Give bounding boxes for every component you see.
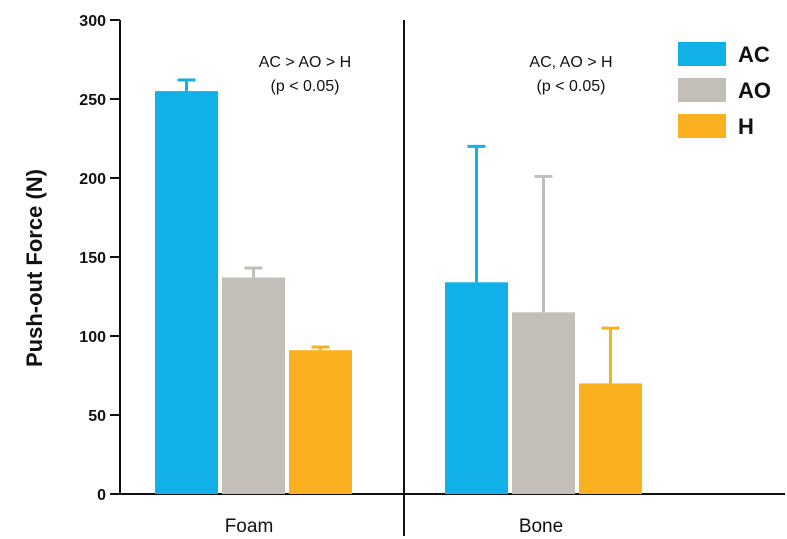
legend-swatch-h bbox=[678, 114, 726, 138]
bar-ac-bone bbox=[445, 282, 508, 494]
annotation-line: (p < 0.05) bbox=[271, 78, 340, 95]
annotation-line: AC > AO > H bbox=[259, 54, 351, 71]
legend: AC AO H bbox=[678, 42, 771, 139]
y-tick-label: 100 bbox=[79, 329, 106, 346]
y-tick-label: 300 bbox=[79, 13, 106, 30]
annotation-line: AC, AO > H bbox=[529, 54, 612, 71]
legend-label-ac: AC bbox=[738, 42, 770, 67]
y-tick-label: 200 bbox=[79, 171, 106, 188]
bar-ao-foam bbox=[222, 277, 285, 494]
bar-h-foam bbox=[289, 350, 352, 494]
category-label-foam: Foam bbox=[225, 516, 274, 537]
legend-swatch-ao bbox=[678, 78, 726, 102]
annotation-line: (p < 0.05) bbox=[537, 78, 606, 95]
y-tick-label: 150 bbox=[79, 250, 106, 267]
category-label-bone: Bone bbox=[519, 516, 563, 537]
y-ticks: 0 50 100 150 200 250 300 bbox=[79, 13, 120, 504]
bar-h-bone bbox=[579, 383, 642, 494]
annotations: AC > AO > H (p < 0.05) AC, AO > H (p < 0.05… bbox=[259, 54, 613, 95]
error-bars bbox=[177, 78, 620, 384]
y-tick-label: 50 bbox=[88, 408, 106, 425]
bars bbox=[155, 91, 642, 494]
legend-label-h: H bbox=[738, 114, 754, 139]
y-tick-label: 250 bbox=[79, 92, 106, 109]
legend-label-ao: AO bbox=[738, 78, 771, 103]
bar-ao-bone bbox=[512, 312, 575, 494]
category-labels: Foam Bone bbox=[225, 516, 563, 537]
legend-swatch-ac bbox=[678, 42, 726, 66]
y-axis-label: Push-out Force (N) bbox=[22, 169, 47, 367]
y-tick-label: 0 bbox=[97, 487, 106, 504]
bar-ac-foam bbox=[155, 91, 218, 494]
